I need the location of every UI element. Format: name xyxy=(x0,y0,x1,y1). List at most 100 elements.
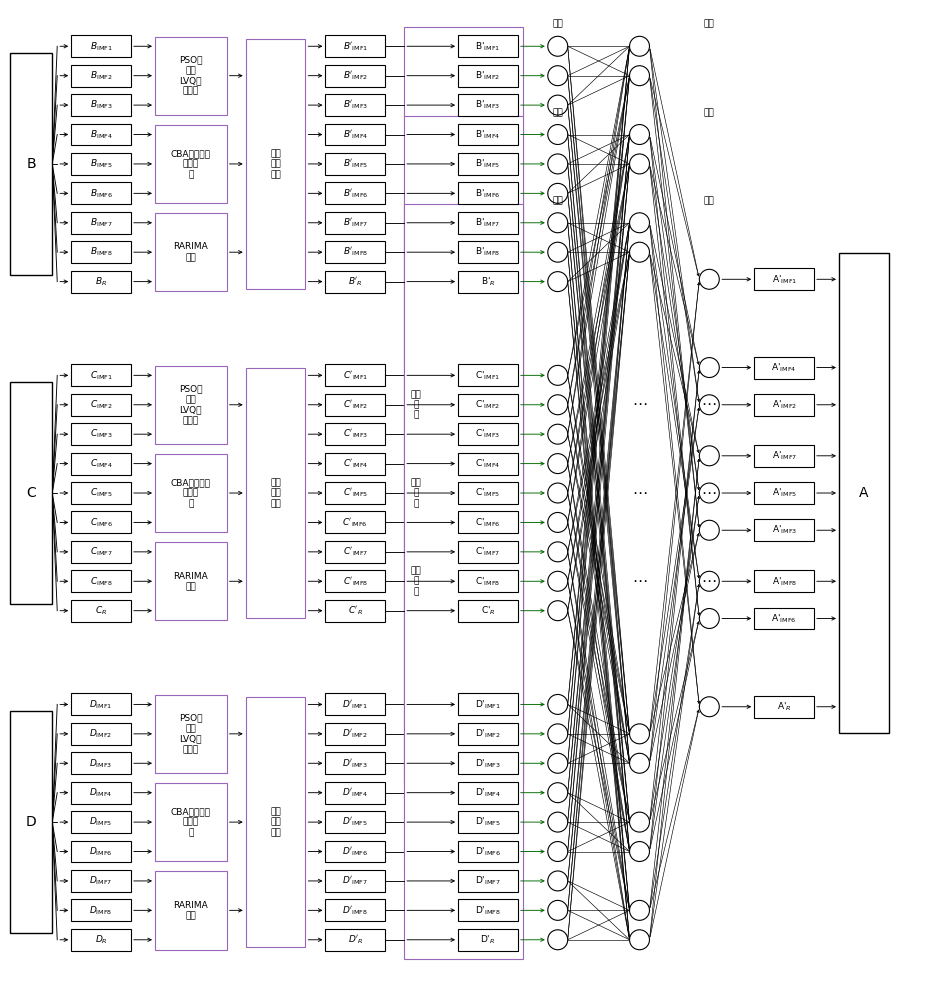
Text: CBA优化的极
限学习
机: CBA优化的极 限学习 机 xyxy=(171,149,210,179)
Circle shape xyxy=(548,842,568,861)
FancyBboxPatch shape xyxy=(71,482,131,504)
Text: PSO优
化的
LVQ神
经网络: PSO优 化的 LVQ神 经网络 xyxy=(179,714,203,754)
Text: $C'_{\mathrm{IMF4}}$: $C'_{\mathrm{IMF4}}$ xyxy=(342,457,368,470)
Text: B'$_{\mathrm{IMF4}}$: B'$_{\mathrm{IMF4}}$ xyxy=(475,128,501,141)
FancyBboxPatch shape xyxy=(155,542,227,620)
Text: 超前
多步
预测: 超前 多步 预测 xyxy=(270,478,281,508)
Text: ⋯: ⋯ xyxy=(702,397,717,412)
Text: B: B xyxy=(27,157,36,171)
FancyBboxPatch shape xyxy=(458,693,518,715)
Text: A: A xyxy=(859,486,868,500)
FancyBboxPatch shape xyxy=(458,899,518,921)
Text: $B'_{\mathrm{IMF7}}$: $B'_{\mathrm{IMF7}}$ xyxy=(342,217,368,229)
Circle shape xyxy=(700,609,720,628)
Text: D'$_{\mathrm{IMF5}}$: D'$_{\mathrm{IMF5}}$ xyxy=(475,816,501,828)
Text: C'$_{\mathrm{IMF8}}$: C'$_{\mathrm{IMF8}}$ xyxy=(475,575,501,588)
Text: B'$_{\mathrm{IMF2}}$: B'$_{\mathrm{IMF2}}$ xyxy=(476,69,501,82)
FancyBboxPatch shape xyxy=(325,241,385,263)
Circle shape xyxy=(548,601,568,621)
FancyBboxPatch shape xyxy=(71,453,131,475)
FancyBboxPatch shape xyxy=(246,697,305,947)
Circle shape xyxy=(700,446,720,466)
Text: 输出: 输出 xyxy=(704,196,715,205)
FancyBboxPatch shape xyxy=(458,182,518,204)
FancyBboxPatch shape xyxy=(755,570,814,592)
Text: A'$_{\mathrm{IMF6}}$: A'$_{\mathrm{IMF6}}$ xyxy=(772,612,796,625)
Circle shape xyxy=(548,930,568,950)
FancyBboxPatch shape xyxy=(71,241,131,263)
Text: ⋯: ⋯ xyxy=(632,486,647,501)
Circle shape xyxy=(548,66,568,86)
Circle shape xyxy=(629,753,649,773)
FancyBboxPatch shape xyxy=(71,182,131,204)
Text: D'$_R$: D'$_R$ xyxy=(481,934,496,946)
Text: 超前
多步
预测: 超前 多步 预测 xyxy=(270,149,281,179)
Circle shape xyxy=(548,95,568,115)
Text: A'$_{\mathrm{IMF5}}$: A'$_{\mathrm{IMF5}}$ xyxy=(772,487,796,499)
FancyBboxPatch shape xyxy=(325,35,385,57)
FancyBboxPatch shape xyxy=(325,394,385,416)
FancyBboxPatch shape xyxy=(458,364,518,386)
Text: ⋯: ⋯ xyxy=(702,486,717,501)
Text: $C_{\mathrm{IMF8}}$: $C_{\mathrm{IMF8}}$ xyxy=(90,575,113,588)
Text: $B'_{\mathrm{IMF3}}$: $B'_{\mathrm{IMF3}}$ xyxy=(342,99,368,111)
Text: $C_R$: $C_R$ xyxy=(95,604,107,617)
Text: C: C xyxy=(27,486,36,500)
Text: 输入: 输入 xyxy=(553,20,563,29)
Text: $B_{\mathrm{IMF3}}$: $B_{\mathrm{IMF3}}$ xyxy=(90,99,113,111)
Text: 中频
序
列: 中频 序 列 xyxy=(410,478,422,508)
FancyBboxPatch shape xyxy=(458,541,518,563)
FancyBboxPatch shape xyxy=(325,423,385,445)
Text: $D'_{\mathrm{IMF8}}$: $D'_{\mathrm{IMF8}}$ xyxy=(342,904,369,917)
FancyBboxPatch shape xyxy=(755,445,814,467)
FancyBboxPatch shape xyxy=(755,696,814,718)
FancyBboxPatch shape xyxy=(71,811,131,833)
Text: ⋯: ⋯ xyxy=(702,574,717,589)
Text: ⋯: ⋯ xyxy=(632,397,647,412)
Text: $D_{\mathrm{IMF5}}$: $D_{\mathrm{IMF5}}$ xyxy=(89,816,113,828)
FancyBboxPatch shape xyxy=(71,35,131,57)
FancyBboxPatch shape xyxy=(458,271,518,293)
FancyBboxPatch shape xyxy=(325,841,385,862)
Text: C'$_{\mathrm{IMF2}}$: C'$_{\mathrm{IMF2}}$ xyxy=(475,399,501,411)
FancyBboxPatch shape xyxy=(839,253,889,733)
Text: $C_{\mathrm{IMF3}}$: $C_{\mathrm{IMF3}}$ xyxy=(90,428,113,440)
Text: $B_{\mathrm{IMF2}}$: $B_{\mathrm{IMF2}}$ xyxy=(90,69,113,82)
FancyBboxPatch shape xyxy=(458,752,518,774)
FancyBboxPatch shape xyxy=(325,899,385,921)
Circle shape xyxy=(629,154,649,174)
FancyBboxPatch shape xyxy=(325,811,385,833)
FancyBboxPatch shape xyxy=(155,695,227,773)
Text: C'$_{\mathrm{IMF3}}$: C'$_{\mathrm{IMF3}}$ xyxy=(475,428,501,440)
Text: $B'_{\mathrm{IMF5}}$: $B'_{\mathrm{IMF5}}$ xyxy=(342,158,368,170)
Text: $D'_{\mathrm{IMF2}}$: $D'_{\mathrm{IMF2}}$ xyxy=(342,728,369,740)
FancyBboxPatch shape xyxy=(246,39,305,289)
FancyBboxPatch shape xyxy=(155,125,227,203)
Circle shape xyxy=(629,812,649,832)
Circle shape xyxy=(548,694,568,714)
Text: $D'_{\mathrm{IMF4}}$: $D'_{\mathrm{IMF4}}$ xyxy=(342,786,369,799)
FancyBboxPatch shape xyxy=(458,153,518,175)
Text: RARIMA
模型: RARIMA 模型 xyxy=(173,572,209,591)
Circle shape xyxy=(548,542,568,562)
FancyBboxPatch shape xyxy=(71,570,131,592)
FancyBboxPatch shape xyxy=(755,268,814,290)
Circle shape xyxy=(548,365,568,385)
Text: D'$_{\mathrm{IMF7}}$: D'$_{\mathrm{IMF7}}$ xyxy=(475,875,501,887)
Text: A'$_{\mathrm{IMF1}}$: A'$_{\mathrm{IMF1}}$ xyxy=(772,273,796,286)
Text: $C'_{\mathrm{IMF7}}$: $C'_{\mathrm{IMF7}}$ xyxy=(342,546,368,558)
Text: $B_{\mathrm{IMF6}}$: $B_{\mathrm{IMF6}}$ xyxy=(90,187,113,200)
Text: $B'_R$: $B'_R$ xyxy=(348,275,363,288)
Text: $D_R$: $D_R$ xyxy=(95,934,107,946)
FancyBboxPatch shape xyxy=(71,212,131,234)
FancyBboxPatch shape xyxy=(325,124,385,145)
FancyBboxPatch shape xyxy=(325,782,385,804)
FancyBboxPatch shape xyxy=(71,511,131,533)
FancyBboxPatch shape xyxy=(325,693,385,715)
Text: $B_R$: $B_R$ xyxy=(95,275,107,288)
FancyBboxPatch shape xyxy=(71,693,131,715)
FancyBboxPatch shape xyxy=(325,723,385,745)
Text: PSO优
化的
LVQ神
经网络: PSO优 化的 LVQ神 经网络 xyxy=(179,385,203,425)
Circle shape xyxy=(629,724,649,744)
Text: $B_{\mathrm{IMF1}}$: $B_{\mathrm{IMF1}}$ xyxy=(90,40,113,53)
